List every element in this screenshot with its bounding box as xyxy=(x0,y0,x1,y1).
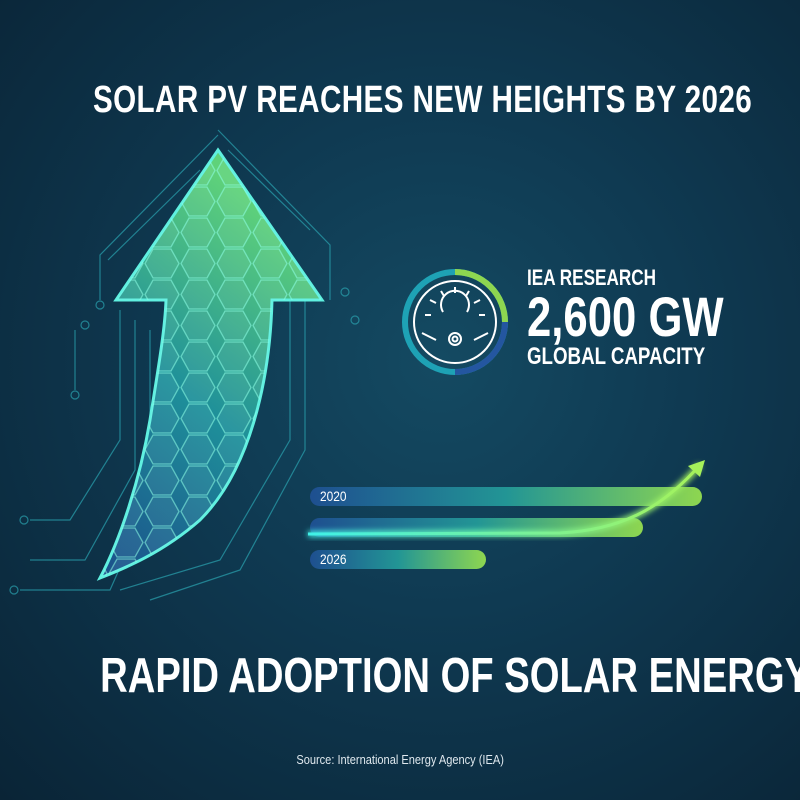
growth-arrow xyxy=(96,147,325,581)
bar-2020 xyxy=(310,487,702,506)
subtitle: RAPID ADOPTION OF SOLAR ENERGY xyxy=(100,649,800,703)
stat-label: IEA RESEARCH xyxy=(527,265,657,290)
page-title: SOLAR PV REACHES NEW HEIGHTS BY 2026 xyxy=(92,79,753,121)
circuit-lines xyxy=(9,129,360,601)
bar-label-2020: 2020 xyxy=(320,488,347,504)
trend-arrowhead xyxy=(688,460,705,477)
comparison-bars xyxy=(307,460,705,569)
stat-caption: GLOBAL CAPACITY xyxy=(527,343,706,370)
trend-line xyxy=(307,464,702,536)
lightbulb-gear-icon xyxy=(421,287,489,346)
stat-value: 2,600 GW xyxy=(527,285,724,348)
bar-label-2026: 2026 xyxy=(320,551,347,567)
bar-2026 xyxy=(310,550,486,569)
source-note: Source: International Energy Agency (IEA… xyxy=(296,752,504,767)
iea-badge xyxy=(402,269,508,375)
